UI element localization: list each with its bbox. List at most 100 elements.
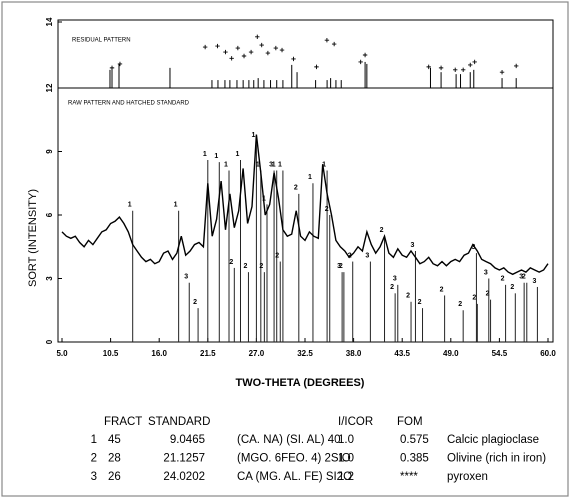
- table-cell: 1.0: [338, 434, 354, 446]
- table-cell: (CA. NA) (SI. AL) 40: [237, 434, 341, 446]
- x-axis-label: TWO-THETA (DEGREES): [236, 377, 365, 389]
- table-header: I/ICOR: [338, 416, 373, 428]
- x-tick-label: 27.0: [249, 349, 265, 358]
- residual-point: [331, 41, 337, 47]
- standard-label: 2: [229, 259, 233, 266]
- table-cell: 2: [91, 453, 97, 465]
- y-tick-label: 6: [45, 212, 54, 217]
- residual-point: [468, 62, 473, 68]
- standard-label: 3: [411, 242, 415, 249]
- standard-label: 3: [269, 161, 273, 168]
- table-cell: 0.575: [400, 434, 429, 446]
- residual-point: [279, 47, 285, 53]
- y-tick-label: 12: [45, 83, 54, 92]
- residual-point: [117, 61, 123, 67]
- table-cell: 1.0: [338, 453, 354, 465]
- table-cell: CA (MG. AL. FE) SI2O: [237, 471, 352, 483]
- residual-title: RESIDUAL PATTERN: [72, 38, 131, 44]
- standard-label: 2: [472, 295, 476, 302]
- standard-label: 3: [532, 278, 536, 285]
- standard-label: 3: [393, 276, 397, 283]
- residual-point: [109, 65, 115, 71]
- standard-label: 1: [278, 161, 282, 168]
- residual-point: [259, 42, 264, 48]
- standard-label: 3: [184, 274, 188, 281]
- residual-point: [314, 64, 319, 70]
- residual-point: [223, 49, 228, 55]
- residual-point: [235, 45, 241, 51]
- standard-label: 2: [275, 252, 279, 259]
- table-cell: 21.1257: [163, 453, 205, 465]
- table-cell: ****: [400, 471, 418, 483]
- table-header: STANDARD: [148, 416, 210, 428]
- x-tick-label: 21.5: [200, 349, 216, 358]
- table-cell: (MGO. 6FEO. 4) 2SIO: [237, 453, 351, 465]
- standard-label: 2: [458, 301, 462, 308]
- standard-label: 1: [256, 161, 260, 168]
- standard-label: 2: [440, 286, 444, 293]
- table-cell: pyroxen: [447, 471, 488, 483]
- x-tick-label: 16.0: [151, 349, 167, 358]
- standard-label: 3: [519, 274, 523, 281]
- table-cell: 1.2: [338, 471, 354, 483]
- standard-label: 2: [193, 299, 197, 306]
- residual-point: [499, 69, 505, 75]
- x-tick-label: 5.0: [56, 349, 68, 358]
- standard-label: 2: [294, 185, 298, 192]
- y-tick-label: 14: [45, 17, 54, 26]
- standard-label: 3: [484, 269, 488, 276]
- standard-label: 2: [243, 263, 247, 270]
- standard-label: 1: [236, 151, 240, 158]
- standard-label: 1: [214, 153, 218, 160]
- table-header: FRACT: [104, 416, 142, 428]
- standard-label: 1: [308, 174, 312, 181]
- standard-label: 2: [406, 293, 410, 300]
- x-tick-label: 60.0: [540, 349, 556, 358]
- residual-point: [460, 67, 466, 73]
- x-tick-label: 49.0: [443, 349, 459, 358]
- standard-label: 2: [339, 263, 343, 270]
- standard-label: 1: [203, 151, 207, 158]
- residual-point: [241, 53, 247, 59]
- standard-label: 2: [390, 284, 394, 291]
- table-cell: 0.385: [400, 453, 429, 465]
- x-tick-label: 43.5: [394, 349, 410, 358]
- residual-point: [202, 44, 208, 50]
- y-tick-label: 0: [45, 339, 54, 344]
- table-cell: 3: [91, 471, 97, 483]
- x-tick-label: 10.5: [103, 349, 119, 358]
- standard-label: 3: [365, 252, 369, 259]
- standard-label: 2: [259, 263, 263, 270]
- residual-point: [438, 65, 444, 71]
- residual-point: [472, 59, 477, 65]
- residual-point: [255, 34, 260, 40]
- standard-label: 2: [380, 227, 384, 234]
- residual-point: [229, 56, 234, 61]
- x-tick-label: 54.5: [492, 349, 508, 358]
- residual-point: [291, 56, 296, 62]
- residual-point: [453, 67, 458, 73]
- residual-point: [265, 50, 271, 56]
- residual-point: [358, 59, 363, 65]
- residual-point: [426, 64, 431, 70]
- table-cell: 28: [108, 453, 121, 465]
- standard-label: 2: [501, 276, 505, 283]
- residual-point: [273, 45, 279, 51]
- standard-label: 2: [522, 274, 526, 281]
- table-cell: 24.0202: [163, 471, 205, 483]
- x-tick-label: 32.5: [297, 349, 313, 358]
- residual-point: [324, 37, 330, 43]
- raw-pattern: [61, 134, 549, 276]
- table-cell: Olivine (rich in iron): [447, 453, 546, 465]
- table-header: FOM: [397, 416, 423, 428]
- standard-label: 1: [128, 202, 132, 209]
- table-cell: 26: [108, 471, 121, 483]
- standard-label: 3: [337, 263, 341, 270]
- y-tick-label: 3: [45, 276, 54, 281]
- table-cell: 45: [108, 434, 121, 446]
- standard-label: 1: [251, 132, 255, 139]
- standard-label: 2: [510, 284, 514, 291]
